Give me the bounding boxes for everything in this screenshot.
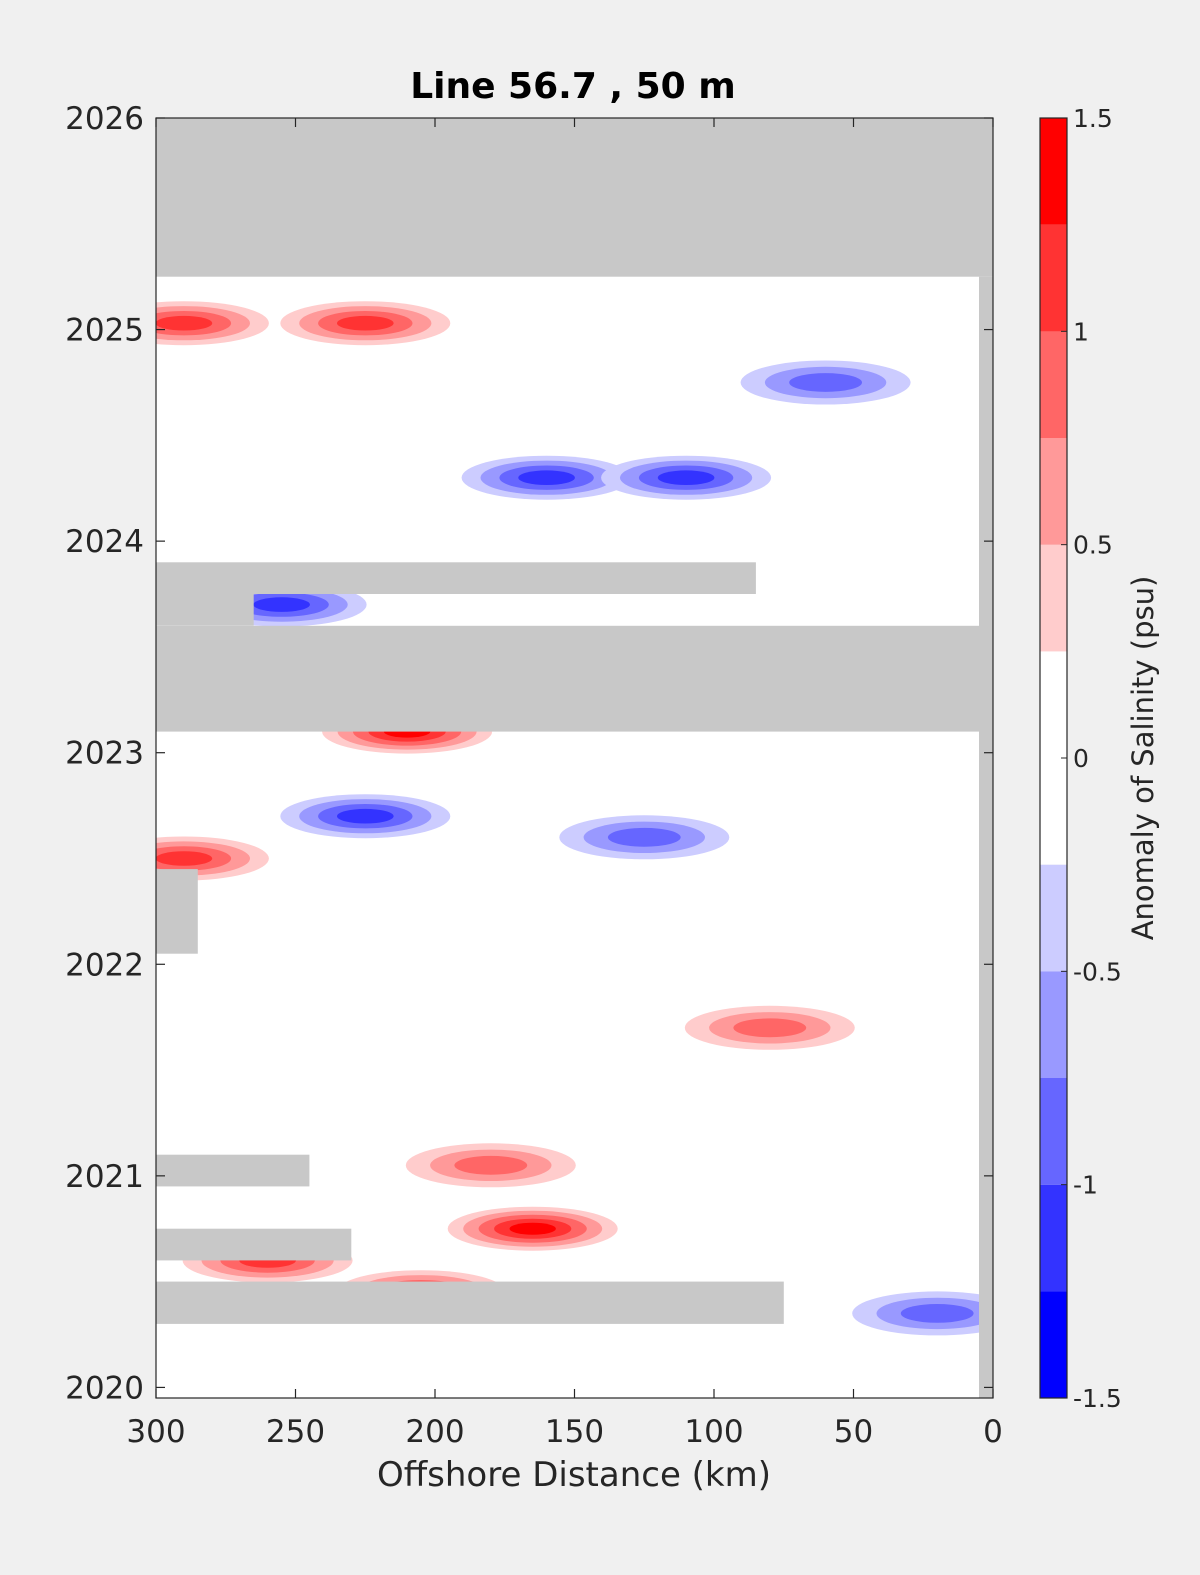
- x-axis: 300 250 200 150 100 50 0: [126, 118, 1003, 1450]
- no-data-region-0: [156, 118, 993, 277]
- no-data-region-4: [156, 869, 198, 954]
- y-tick-label-1: 2021: [65, 1159, 144, 1195]
- no-data-region-8: [979, 276, 993, 1398]
- anomaly-contour-5-3: [253, 597, 310, 612]
- y-axis: 2020 2021 2022 2023 2024 2025 2026: [65, 101, 993, 1406]
- no-data-region-2: [156, 562, 756, 594]
- anomaly-contour-2-3: [518, 470, 575, 486]
- colorbar-label: Anomaly of Salinity (psu): [1126, 576, 1160, 941]
- anomaly-contour-7-3: [337, 808, 394, 824]
- colorbar-segment-9: [1040, 224, 1067, 332]
- no-data-region-7: [156, 1281, 784, 1324]
- x-tick-label-2: 200: [405, 1414, 464, 1450]
- y-tick-label-5: 2025: [65, 313, 144, 349]
- y-tick-label-6: 2026: [65, 101, 144, 137]
- colorbar-tick-label-6: -1.5: [1073, 1384, 1122, 1413]
- colorbar-segment-1: [1040, 1184, 1067, 1292]
- y-tick-label-0: 2020: [65, 1370, 144, 1406]
- anomaly-contour-11-2: [454, 1155, 528, 1175]
- no-data-region-3: [156, 594, 254, 626]
- plot-area: [155, 117, 994, 1399]
- anomaly-contour-4-2: [789, 373, 862, 392]
- colorbar: 1.5 1 0.5 0 -0.5 -1 -1.5 Anomaly of Salinity (p…: [1039, 104, 1160, 1413]
- plot-background: [156, 118, 993, 1398]
- colorbar-segment-4: [1040, 864, 1067, 972]
- anomaly-contour-10-2: [733, 1018, 807, 1038]
- colorbar-segment-3: [1040, 971, 1067, 1078]
- colorbar-tick-label-4: -0.5: [1073, 957, 1122, 986]
- colorbar-tick-label-0: 1.5: [1073, 104, 1113, 133]
- y-tick-label-2: 2022: [65, 947, 144, 983]
- colorbar-tick-label-1: 1: [1073, 317, 1089, 346]
- no-data-region-1: [156, 625, 979, 732]
- chart-title: Line 56.7 , 50 m: [410, 66, 736, 107]
- colorbar-segment-7: [1040, 438, 1067, 545]
- colorbar-segment-0: [1040, 1291, 1067, 1398]
- y-tick-label-4: 2024: [65, 524, 144, 560]
- colorbar-segment-2: [1040, 1078, 1067, 1185]
- anomaly-contour-9-3: [156, 851, 213, 866]
- x-tick-label-3: 150: [545, 1414, 604, 1450]
- colorbar-segment-6: [1040, 544, 1067, 652]
- anomaly-contour-3-3: [657, 470, 715, 486]
- colorbar-segment-10: [1040, 118, 1067, 225]
- anomaly-contour-8-2: [607, 827, 681, 847]
- anomaly-contour-12-4: [509, 1222, 556, 1235]
- colorbar-tick-label-3: 0: [1073, 744, 1089, 773]
- colorbar-segment-8: [1040, 331, 1067, 438]
- anomaly-contour-15-2: [900, 1304, 974, 1323]
- no-data-region-5: [156, 1154, 310, 1187]
- y-tick-label-3: 2023: [65, 736, 144, 772]
- anomaly-contour-0-3: [156, 315, 213, 331]
- colorbar-tick-label-2: 0.5: [1073, 531, 1113, 560]
- anomaly-contour-1-3: [337, 315, 394, 331]
- x-axis-label: Offshore Distance (km): [377, 1455, 771, 1495]
- colorbar-tick-label-5: -1: [1073, 1171, 1098, 1200]
- x-tick-label-4: 100: [684, 1414, 743, 1450]
- x-tick-label-1: 250: [266, 1414, 325, 1450]
- x-tick-label-0: 300: [126, 1414, 185, 1450]
- no-data-region-6: [156, 1228, 352, 1261]
- x-tick-label-5: 50: [834, 1414, 873, 1450]
- x-tick-label-6: 0: [983, 1414, 1003, 1450]
- no-data-regions: [156, 118, 993, 1398]
